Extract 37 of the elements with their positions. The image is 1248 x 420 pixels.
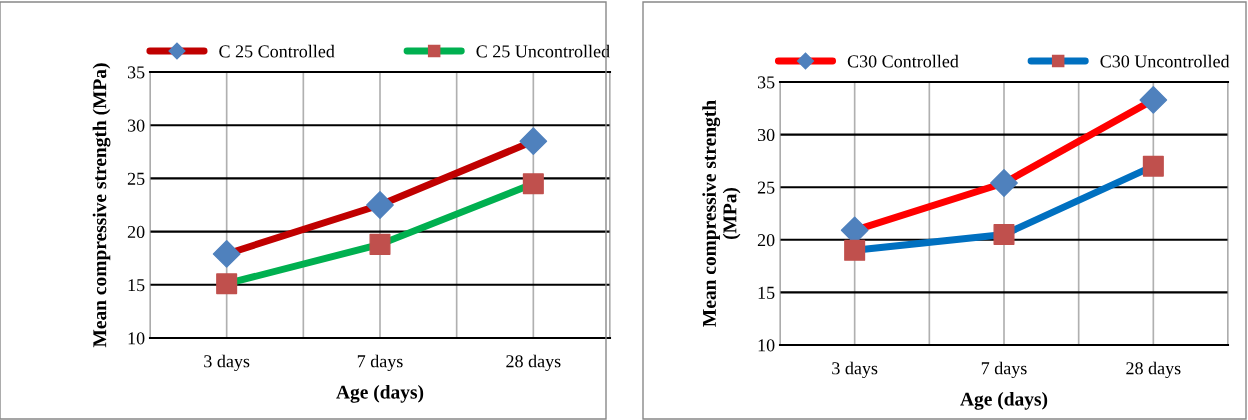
point <box>990 169 1018 197</box>
y-tick-label: 35 <box>127 66 145 79</box>
x-tick-label: 3 days <box>832 361 878 379</box>
y-tick-label: 30 <box>757 128 775 142</box>
point <box>1139 86 1168 114</box>
x-tick-label: 28 days <box>1126 361 1181 379</box>
point <box>216 273 238 295</box>
legend-label: C30 Controlled <box>847 54 959 68</box>
point <box>522 173 544 195</box>
y-tick-label: 35 <box>757 76 775 89</box>
legend-label: C 25 Uncontrolled <box>476 44 610 58</box>
y-axis-title: Mean compressive strength (MPa) <box>702 100 741 327</box>
x-tick-label: 28 days <box>506 354 561 372</box>
point <box>519 127 548 156</box>
x-tick-label: 7 days <box>981 361 1027 379</box>
legend-label: C 25 Controlled <box>219 44 335 58</box>
point <box>993 224 1015 246</box>
y-tick-label: 15 <box>758 286 775 299</box>
y-tick-label: 10 <box>128 332 145 345</box>
y-tick-label: 25 <box>757 181 775 194</box>
y-tick-label: 20 <box>127 225 145 239</box>
point <box>369 233 391 255</box>
y-axis-title: Mean compressive strength (MPa) <box>92 63 111 348</box>
x-axis-title: Age (days) <box>336 384 424 403</box>
y-tick-label: 10 <box>758 339 775 352</box>
point <box>212 240 241 268</box>
y-tick-label: 15 <box>128 279 145 292</box>
y-tick-label: 20 <box>757 234 775 247</box>
y-tick-label: 30 <box>127 119 145 132</box>
point <box>844 239 866 261</box>
y-tick-label: 25 <box>127 172 145 185</box>
point <box>366 191 394 219</box>
x-tick-label: 3 days <box>204 354 250 372</box>
point <box>1142 155 1164 177</box>
x-axis-title: Age (days) <box>960 391 1048 410</box>
legend-label: C30 Uncontrolled <box>1100 54 1230 68</box>
x-tick-label: 7 days <box>357 354 403 372</box>
